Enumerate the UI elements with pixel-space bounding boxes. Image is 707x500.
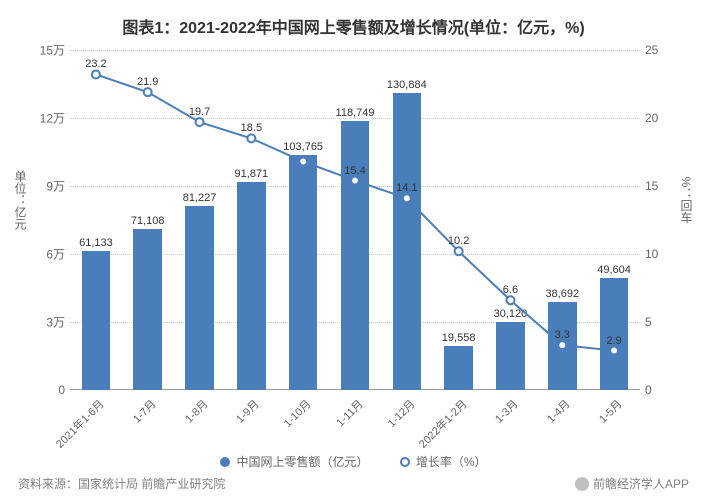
y-right-tick: 25 xyxy=(645,43,670,57)
line-marker xyxy=(403,194,411,202)
legend-item-line: 增长率（%） xyxy=(400,453,487,470)
y-axis-left-title: 单位：亿元 xyxy=(12,170,29,230)
x-tick-label: 1-12月 xyxy=(383,396,418,431)
line-marker xyxy=(351,177,359,185)
chart-title: 图表1：2021-2022年中国网上零售额及增长情况(单位：亿元，%) xyxy=(0,0,707,46)
x-tick-label: 1-4月 xyxy=(543,396,573,426)
legend: 中国网上零售额（亿元） 增长率（%） xyxy=(0,453,707,470)
line-value-label: 23.2 xyxy=(85,58,106,70)
line-value-label: 18.5 xyxy=(241,122,262,134)
legend-dot-line xyxy=(400,457,410,467)
watermark: 前瞻经济学人APP xyxy=(575,475,689,492)
x-tick-label: 1-10月 xyxy=(280,396,315,431)
y-left-tick: 9万 xyxy=(30,178,65,195)
y-right-tick: 10 xyxy=(645,247,670,261)
legend-label-bar: 中国网上零售额（亿元） xyxy=(236,453,368,470)
line-value-label: 14.1 xyxy=(396,182,417,194)
line-marker xyxy=(92,70,100,78)
line-value-label: 6.6 xyxy=(503,284,518,296)
y-left-tick: 3万 xyxy=(30,314,65,331)
y-right-tick: 15 xyxy=(645,179,670,193)
legend-dot-bar xyxy=(220,457,230,467)
line-marker xyxy=(558,341,566,349)
y-left-tick: 15万 xyxy=(30,42,65,59)
line-marker xyxy=(196,118,204,126)
x-tick-label: 2021年1-6月 xyxy=(52,396,107,451)
line-marker xyxy=(299,158,307,166)
legend-label-line: 增长率（%） xyxy=(416,453,487,470)
line-value-label: 15.4 xyxy=(344,165,365,177)
x-tick-label: 1-11月 xyxy=(332,396,366,430)
line-value-label: 3.3 xyxy=(555,329,570,341)
y-left-tick: 6万 xyxy=(30,246,65,263)
line-marker xyxy=(144,88,152,96)
line-marker xyxy=(455,247,463,255)
line-marker xyxy=(506,296,514,304)
chart-plot: 03万6万9万12万15万051015202561,1332021年1-6月71… xyxy=(70,50,640,390)
line-value-label: 21.9 xyxy=(137,76,158,88)
legend-item-bar: 中国网上零售额（亿元） xyxy=(220,453,368,470)
growth-line xyxy=(96,74,614,350)
x-tick-label: 1-8月 xyxy=(181,396,211,426)
y-right-tick: 5 xyxy=(645,315,670,329)
line-marker xyxy=(610,347,618,355)
source-text: 资料来源：国家统计局 前瞻产业研究院 xyxy=(18,475,225,492)
line-value-label: 19.7 xyxy=(189,106,210,118)
y-left-tick: 12万 xyxy=(30,110,65,127)
line-value-label: 10.2 xyxy=(448,235,469,247)
x-tick-label: 1-3月 xyxy=(491,396,521,426)
line-marker xyxy=(247,134,255,142)
x-tick-label: 2022年1-2月 xyxy=(415,396,470,451)
line-value-label: 2.9 xyxy=(606,335,621,347)
watermark-text: 前瞻经济学人APP xyxy=(593,475,689,492)
watermark-icon xyxy=(575,477,589,491)
x-tick-label: 1-5月 xyxy=(595,396,625,426)
x-tick-label: 1-7月 xyxy=(129,396,159,426)
y-left-tick: 0 xyxy=(30,383,65,397)
y-right-tick: 0 xyxy=(645,383,670,397)
y-right-tick: 20 xyxy=(645,111,670,125)
x-tick-label: 1-9月 xyxy=(232,396,262,426)
y-axis-right-title: %：回车 xyxy=(678,177,695,224)
